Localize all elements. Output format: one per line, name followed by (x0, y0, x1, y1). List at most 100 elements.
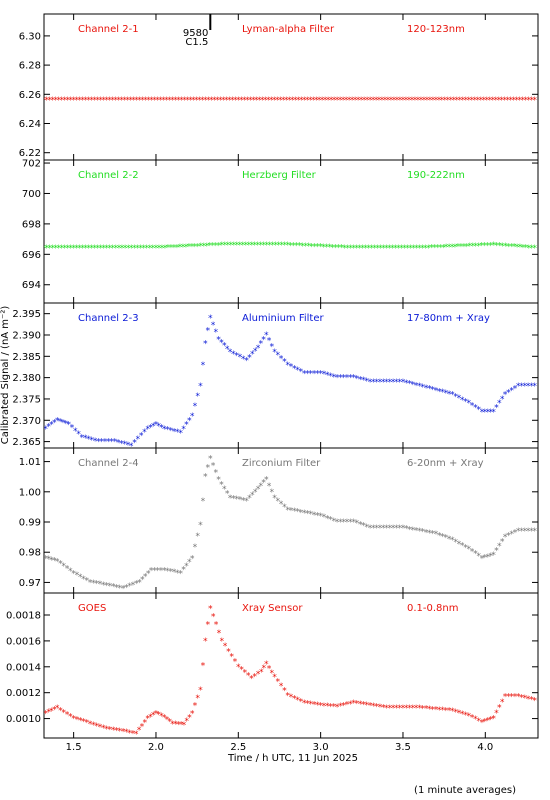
data-point: * (219, 338, 224, 348)
data-point: * (292, 96, 297, 106)
data-point: * (382, 96, 387, 106)
data-point: * (327, 243, 332, 253)
data-point: * (187, 713, 192, 723)
data-point: * (423, 528, 428, 538)
data-point: * (204, 242, 209, 252)
data-point: * (102, 438, 107, 448)
data-series: ****************************************… (44, 314, 537, 448)
data-point: * (71, 244, 76, 254)
y-tick-label: 6.28 (19, 61, 41, 72)
data-point: * (239, 666, 244, 676)
data-point: * (407, 380, 412, 390)
data-point: * (450, 707, 455, 717)
data-point: * (181, 566, 186, 576)
data-point: * (80, 244, 85, 254)
data-point: * (212, 96, 217, 106)
data-point: * (109, 438, 114, 448)
data-point: * (497, 399, 502, 409)
data-point: * (436, 387, 441, 397)
data-point: * (231, 494, 236, 504)
data-point: * (50, 96, 55, 106)
y-tick-label: 2.385 (12, 352, 41, 363)
data-point: * (189, 243, 194, 253)
data-point: * (345, 244, 350, 254)
data-point: * (319, 96, 324, 106)
data-point: * (306, 242, 311, 252)
data-point: * (456, 394, 461, 404)
data-point: * (503, 242, 508, 252)
data-point: * (210, 242, 215, 252)
data-point: * (145, 715, 150, 725)
data-point: * (205, 621, 210, 631)
channel-label: Aluminium Filter (242, 313, 325, 324)
data-point: * (127, 729, 132, 739)
data-point: * (275, 678, 280, 688)
data-point: * (203, 473, 208, 483)
data-point: * (390, 378, 395, 388)
data-point: * (440, 533, 445, 543)
data-point: * (285, 361, 290, 371)
data-point: * (298, 508, 303, 518)
data-point: * (497, 242, 502, 252)
data-point: * (128, 96, 133, 106)
y-axis-label: Calibrated Signal / (nA m⁻²) (0, 306, 11, 445)
data-point: * (89, 244, 94, 254)
data-point: * (282, 503, 287, 513)
data-point: * (433, 706, 438, 716)
data-point: * (381, 244, 386, 254)
data-point: * (257, 96, 262, 106)
data-point: * (394, 96, 399, 106)
data-point: * (377, 378, 382, 388)
data-point: * (164, 96, 169, 106)
data-point: * (343, 96, 348, 106)
data-point: * (101, 724, 106, 734)
data-point: * (394, 378, 399, 388)
data-point: * (175, 569, 180, 579)
data-point: * (413, 381, 418, 391)
data-point: * (432, 244, 437, 254)
data-series: ****************************************… (44, 241, 537, 254)
data-point: * (430, 529, 435, 539)
y-tick-label: 2.370 (12, 416, 41, 427)
data-point: * (68, 244, 73, 254)
data-point: * (479, 718, 484, 728)
y-tick-label: 700 (22, 189, 41, 200)
data-point: * (252, 241, 257, 251)
data-point: * (131, 96, 136, 106)
data-point: * (305, 700, 310, 710)
panel-frame (43, 447, 539, 594)
data-point: * (58, 706, 63, 716)
data-point: * (92, 244, 97, 254)
data-point: * (57, 417, 62, 427)
data-point: * (178, 569, 183, 579)
data-point: * (361, 376, 366, 386)
data-point: * (400, 378, 405, 388)
y-tick-label: 6.22 (19, 148, 41, 159)
data-point: * (294, 242, 299, 252)
data-point: * (456, 709, 461, 719)
data-point: * (414, 244, 419, 254)
data-point: * (249, 241, 254, 251)
panel-frame (43, 13, 539, 161)
data-point: * (367, 524, 372, 534)
data-point: * (110, 244, 115, 254)
data-point: * (377, 524, 382, 534)
flare-id: 9580 (183, 28, 208, 39)
data-point: * (242, 96, 247, 106)
data-point: * (292, 694, 297, 704)
data-point: * (298, 368, 303, 378)
data-point: * (184, 562, 189, 572)
data-point: * (122, 244, 127, 254)
data-point: * (337, 96, 342, 106)
data-point: * (255, 670, 260, 680)
data-point: * (68, 567, 73, 577)
data-point: * (436, 531, 441, 541)
data-point: * (371, 702, 376, 712)
panel-frame (43, 302, 539, 449)
data-point: * (266, 96, 271, 106)
data-point: * (86, 96, 91, 106)
data-point: * (200, 662, 205, 672)
data-point: * (482, 242, 487, 252)
data-point: * (328, 702, 333, 712)
data-point: * (364, 377, 369, 387)
